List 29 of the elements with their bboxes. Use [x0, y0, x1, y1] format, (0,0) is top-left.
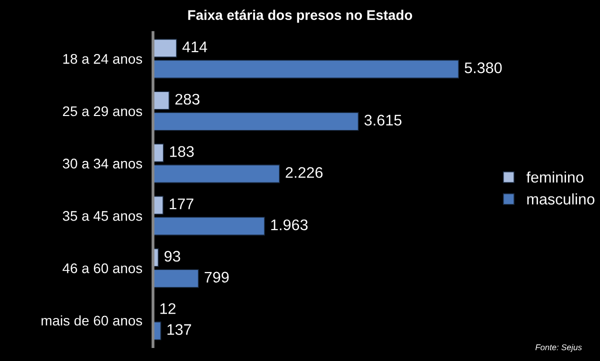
data-label: 2.226 [286, 167, 323, 178]
data-label: 414 [182, 42, 208, 52]
y-tick-label: 35 a 45 anos [62, 211, 142, 221]
data-label: 12 [160, 303, 176, 314]
bar [153, 91, 170, 110]
bar [153, 112, 359, 131]
data-label: 177 [170, 198, 194, 210]
bar [153, 216, 265, 236]
bar [153, 269, 199, 288]
legend-label: feminino [526, 171, 584, 183]
data-label: 799 [204, 272, 229, 283]
data-label: 1.963 [271, 219, 308, 230]
legend-label: masculino [527, 193, 594, 205]
y-tick-label: mais de 60 anos [42, 315, 142, 326]
data-label: 5.380 [464, 62, 502, 74]
y-tick-label: 46 a 60 anos [62, 263, 142, 274]
y-tick-label: 25 a 29 anos [62, 106, 142, 116]
data-label: 3.615 [364, 114, 402, 126]
bar [153, 60, 459, 78]
y-tick-label: 18 a 24 anos [63, 54, 142, 64]
chart-title: Faixa etária dos presos no Estado [188, 10, 412, 23]
data-label: 137 [168, 324, 192, 335]
bar [153, 164, 280, 184]
y-tick-label: 30 a 34 anos [62, 158, 142, 169]
data-label: 183 [170, 146, 194, 157]
data-label: 283 [175, 94, 200, 105]
source-note: Fonte: Sejus [535, 344, 582, 352]
data-label: 93 [164, 250, 180, 262]
bar [153, 38, 177, 58]
